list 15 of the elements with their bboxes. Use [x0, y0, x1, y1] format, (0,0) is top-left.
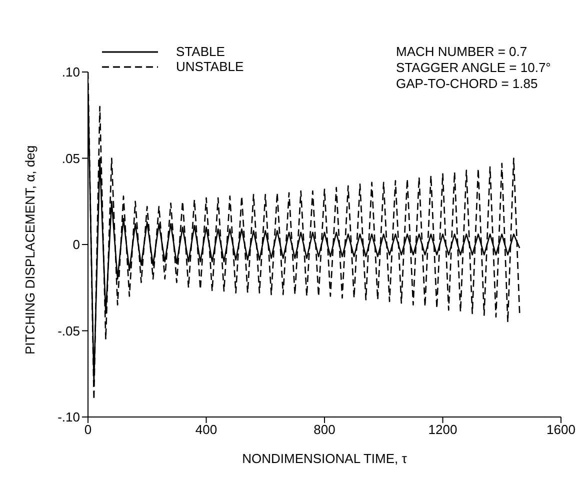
x-axis-title: NONDIMENSIONAL TIME, τ — [242, 451, 408, 466]
y-tick-label: 0 — [72, 237, 80, 252]
x-tick-label: 0 — [84, 422, 92, 438]
y-tick-label: -.10 — [58, 410, 80, 425]
legend-label: STABLE — [176, 44, 225, 59]
notes: MACH NUMBER = 0.7 STAGGER ANGLE = 10.7° GAP-TO-CHORD = 1.85 — [396, 44, 551, 92]
x-tick-label: 400 — [195, 422, 218, 438]
x-tick-label: 800 — [314, 422, 336, 438]
y-tick-label: .05 — [62, 150, 80, 166]
y-tick-label: -.05 — [58, 323, 80, 338]
x-tick-label: 1600 — [546, 422, 576, 438]
x-tick-label: 1200 — [428, 422, 458, 438]
y-axis-title: PITCHING DISPLACEMENT, α, deg — [22, 145, 38, 354]
y-tick-label: .10 — [62, 64, 80, 80]
legend-label: UNSTABLE — [176, 59, 244, 74]
